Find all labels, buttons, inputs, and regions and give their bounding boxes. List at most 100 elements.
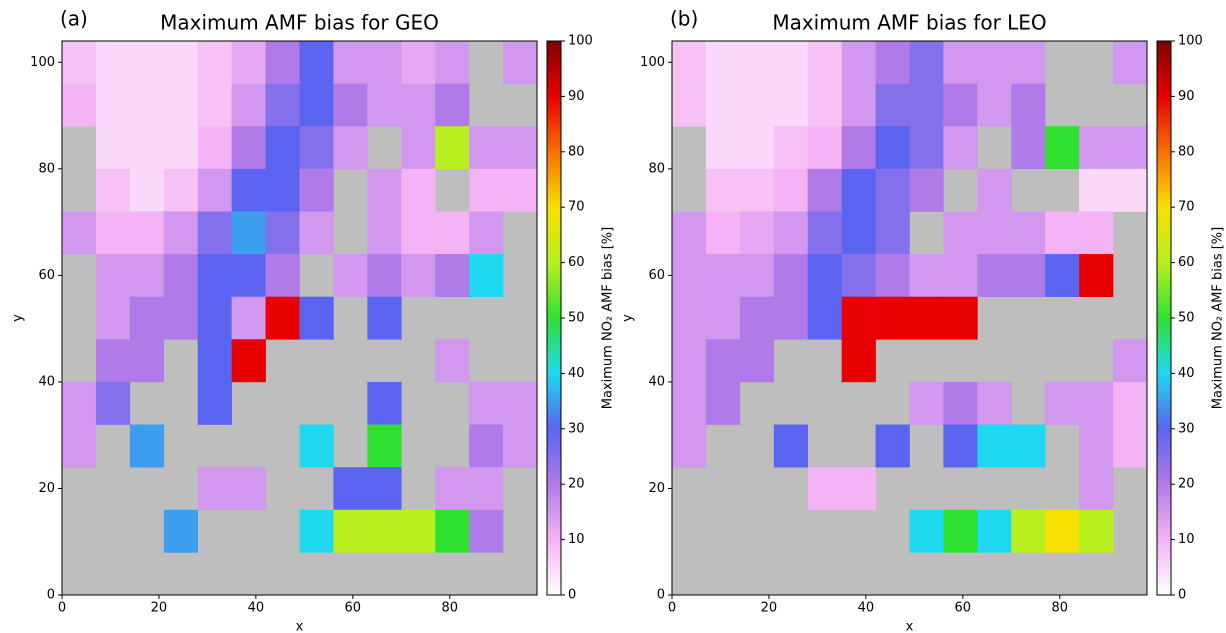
heatmap-cell xyxy=(672,211,707,255)
heatmap-cell xyxy=(265,83,300,127)
heatmap-cell xyxy=(739,83,775,127)
y-tick-label: 80 xyxy=(38,161,55,176)
heatmap-cell xyxy=(333,467,368,511)
heatmap-cell xyxy=(875,254,910,297)
y-tick-label: 40 xyxy=(648,374,665,389)
heatmap-cell xyxy=(875,296,910,340)
heatmap-cell xyxy=(977,168,1012,212)
heatmap-cell xyxy=(367,296,402,340)
heatmap-cell xyxy=(129,424,165,468)
heatmap-cell xyxy=(1113,168,1148,212)
heatmap-cell xyxy=(807,168,842,212)
heatmap-cell xyxy=(1079,467,1114,511)
heatmap-cell xyxy=(773,168,809,212)
heatmap-cell xyxy=(231,296,266,340)
heatmap-cell xyxy=(1045,509,1080,553)
heatmap-cell xyxy=(672,296,707,340)
panel-label: (b) xyxy=(670,7,698,31)
colorbar-tick-label: 70 xyxy=(1178,200,1195,215)
heatmap-cell xyxy=(705,296,741,340)
colorbar xyxy=(546,40,562,596)
heatmap-cell xyxy=(909,254,944,297)
heatmap-cell xyxy=(469,211,504,255)
heatmap-cell xyxy=(265,211,300,255)
heatmap-cell xyxy=(197,381,232,425)
heatmap-cell xyxy=(129,339,165,383)
heatmap-cell xyxy=(705,211,741,255)
heatmap-cell xyxy=(469,168,504,212)
heatmap-cell xyxy=(909,509,944,553)
heatmap-cell xyxy=(333,83,368,127)
heatmap-cell xyxy=(705,126,741,170)
heatmap-cell xyxy=(807,467,842,511)
heatmap-cell xyxy=(1011,424,1046,468)
heatmap-cell xyxy=(401,168,436,212)
heatmap-cell xyxy=(807,83,842,127)
heatmap-cell xyxy=(1045,381,1080,425)
heatmap-cell xyxy=(841,467,876,511)
heatmap-cell xyxy=(705,83,741,127)
y-tick-label: 0 xyxy=(657,588,665,603)
heatmap-cell xyxy=(672,41,707,84)
colorbar-tick-label: 30 xyxy=(1178,421,1195,436)
heatmap-cell xyxy=(943,509,978,553)
colorbar-label: Maximum NO₂ AMF bias [%] xyxy=(601,227,616,409)
heatmap-cell xyxy=(401,126,436,170)
heatmap-cell xyxy=(773,254,809,297)
heatmap-cell xyxy=(265,296,300,340)
colorbar-tick-label: 100 xyxy=(1178,34,1203,49)
heatmap-cell xyxy=(875,83,910,127)
heatmap-cell xyxy=(231,211,266,255)
heatmap-cell xyxy=(95,381,131,425)
heatmap-cell xyxy=(367,424,402,468)
heatmap-cell xyxy=(163,211,199,255)
heatmap-cell xyxy=(1113,41,1148,84)
heatmap-cell xyxy=(401,254,436,297)
heatmap-cell xyxy=(841,339,876,383)
heatmap-cell xyxy=(163,254,199,297)
colorbar-tick-label: 60 xyxy=(568,255,585,270)
heatmap-cell xyxy=(367,467,402,511)
heatmap-cell xyxy=(739,296,775,340)
y-axis-label: y xyxy=(621,314,636,322)
heatmap-cell xyxy=(435,254,470,297)
heatmap-cell xyxy=(739,339,775,383)
heatmap-cell xyxy=(129,126,165,170)
colorbar-tick-label: 30 xyxy=(568,421,585,436)
heatmap-cell xyxy=(773,424,809,468)
heatmap-cell xyxy=(943,126,978,170)
heatmap-cell xyxy=(672,381,707,425)
heatmap-cell xyxy=(129,296,165,340)
heatmap-cell xyxy=(909,168,944,212)
heatmap-cell xyxy=(1079,126,1114,170)
heatmap-cell xyxy=(909,41,944,84)
heatmap-cell xyxy=(739,254,775,297)
heatmap-cell xyxy=(299,41,334,84)
heatmap-cell xyxy=(1011,211,1046,255)
y-tick-label: 60 xyxy=(648,268,665,283)
heatmap-cell xyxy=(672,254,707,297)
heatmap-cell xyxy=(367,211,402,255)
heatmap-cell xyxy=(333,41,368,84)
heatmap-cell xyxy=(773,41,809,84)
heatmap-cell xyxy=(807,41,842,84)
colorbar-tick-label: 80 xyxy=(568,144,585,159)
y-tick-label: 20 xyxy=(648,481,665,496)
heatmap-cell xyxy=(401,211,436,255)
heatmap-cell xyxy=(1079,381,1114,425)
heatmap-cell xyxy=(841,41,876,84)
heatmap-cell xyxy=(435,509,470,553)
heatmap-cell xyxy=(197,339,232,383)
heatmap-cell xyxy=(197,254,232,297)
heatmap-cell xyxy=(807,211,842,255)
heatmap-cell xyxy=(129,211,165,255)
heatmap-cell xyxy=(503,41,538,84)
heatmap-cell xyxy=(401,83,436,127)
heatmap-cell xyxy=(705,381,741,425)
heatmap-cell xyxy=(299,424,334,468)
heatmap-cell xyxy=(503,381,538,425)
heatmap-cell xyxy=(265,41,300,84)
heatmap-cell xyxy=(401,509,436,553)
heatmap-cell xyxy=(95,211,131,255)
